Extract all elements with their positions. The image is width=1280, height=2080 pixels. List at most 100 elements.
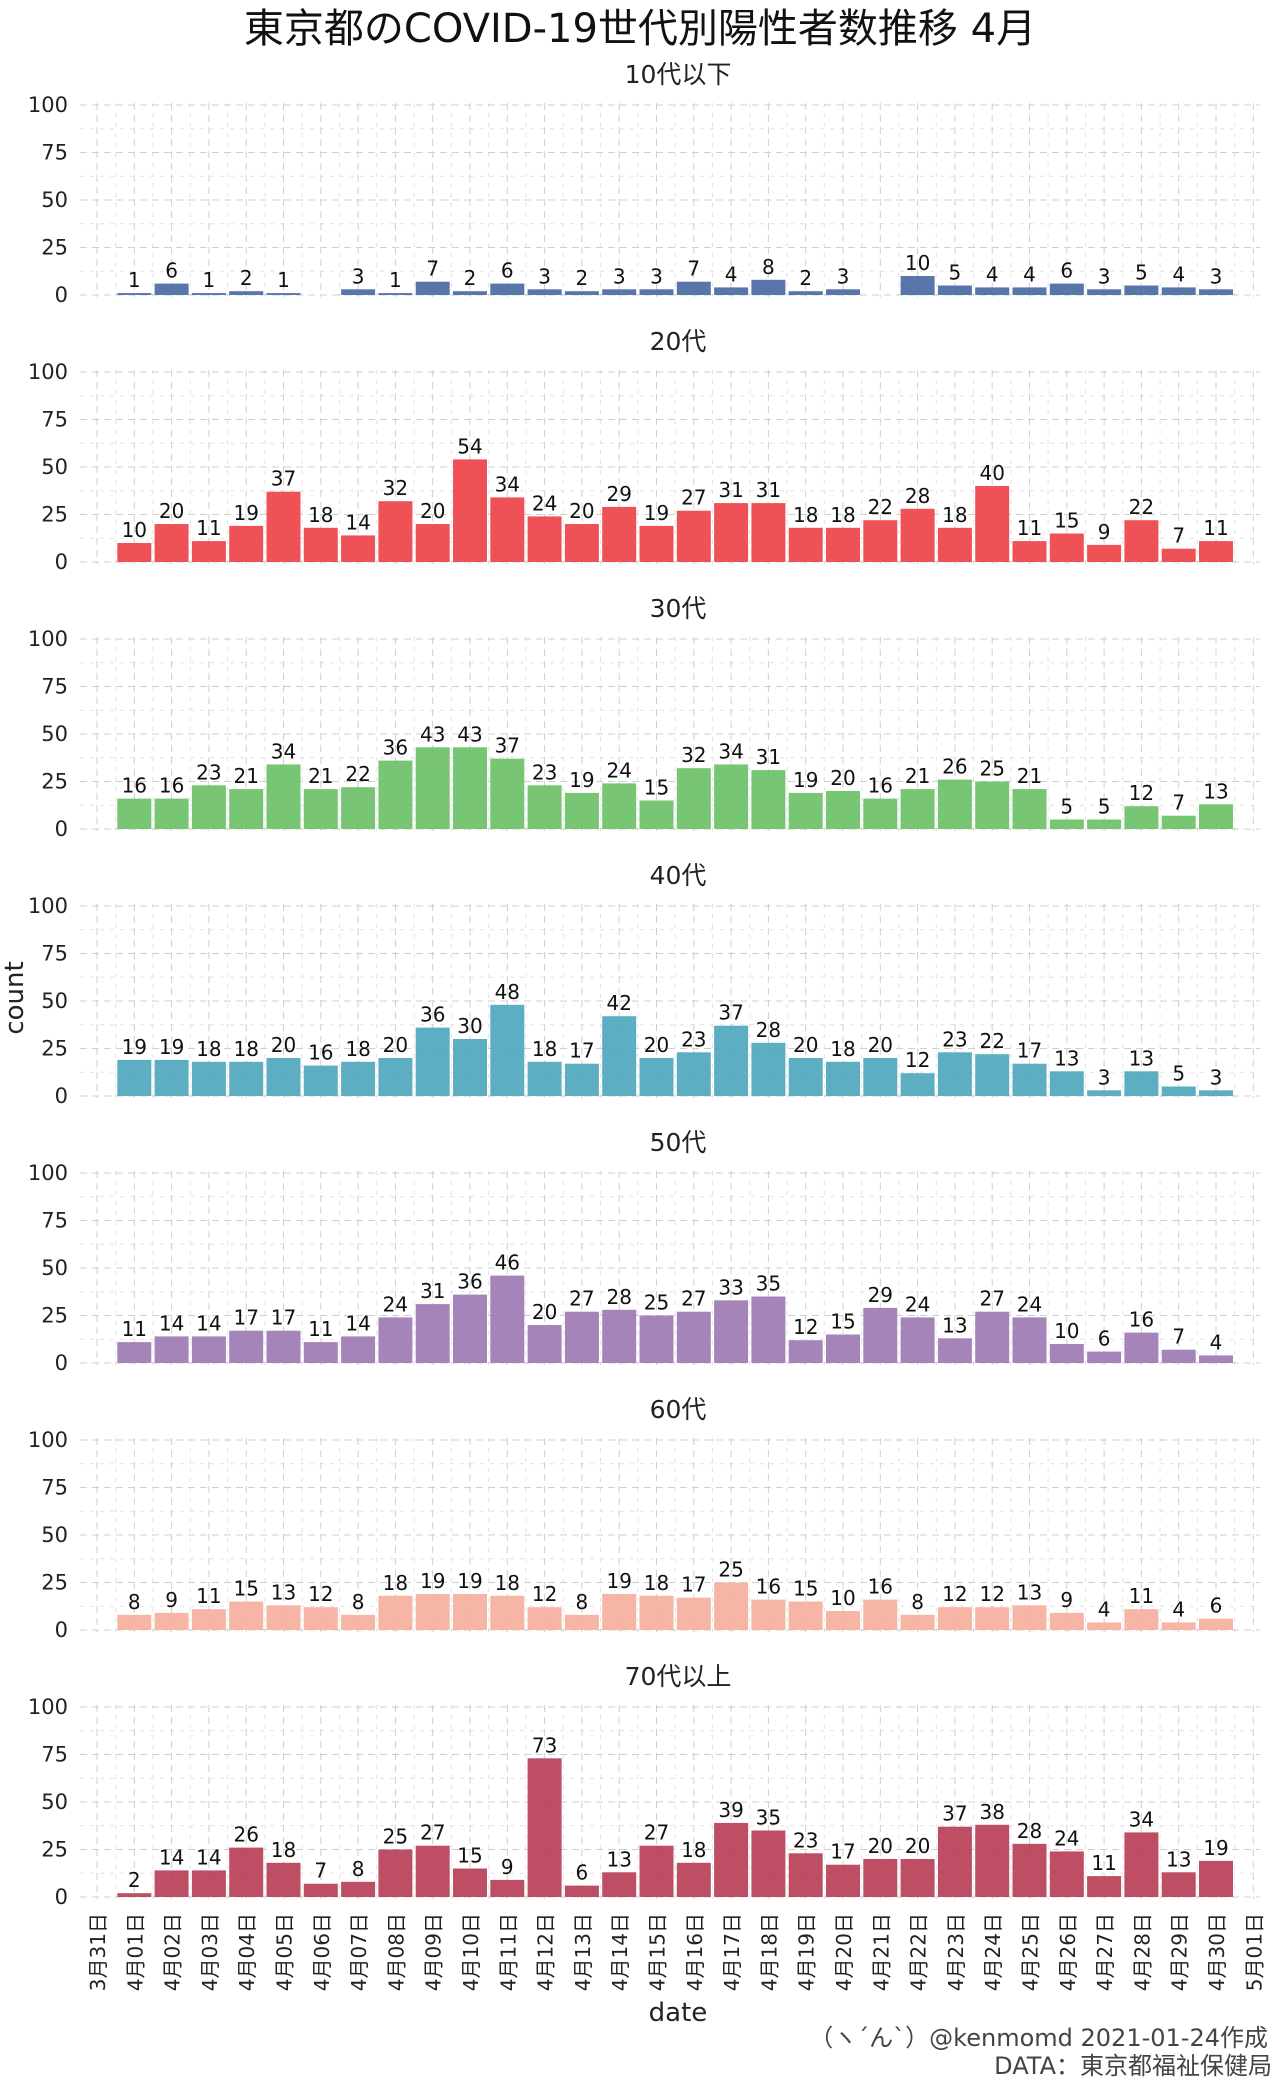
bar-value-label: 25 xyxy=(718,1558,743,1582)
y-tick-label: 50 xyxy=(41,1523,68,1547)
bar-value-label: 18 xyxy=(532,1037,557,1061)
bar-value-label: 18 xyxy=(942,503,967,527)
bar-value-label: 10 xyxy=(1054,1319,1079,1343)
panel-title: 50代 xyxy=(650,1128,707,1157)
bar-value-label: 20 xyxy=(271,1033,296,1057)
bar xyxy=(1161,1086,1196,1096)
bar xyxy=(191,541,226,562)
bar xyxy=(266,1330,301,1363)
bar xyxy=(1199,1860,1233,1897)
x-tick-label: 4月17日 xyxy=(720,1913,744,1991)
y-tick-label: 100 xyxy=(28,360,68,384)
y-tick-label: 50 xyxy=(41,989,68,1013)
bar xyxy=(341,787,376,829)
bar-value-label: 5 xyxy=(949,261,962,285)
bar-value-label: 4 xyxy=(1023,262,1036,286)
bar xyxy=(341,289,376,295)
bar xyxy=(863,1307,898,1363)
x-axis-label: date xyxy=(649,1998,708,2028)
bar xyxy=(1161,287,1196,295)
y-tick-label: 75 xyxy=(41,942,68,966)
caption-source: DATA：東京都福祉保健局 xyxy=(994,2052,1272,2080)
x-tick-label: 4月29日 xyxy=(1168,1913,1192,1991)
y-tick-label: 0 xyxy=(55,1618,68,1642)
x-tick-label: 4月23日 xyxy=(944,1913,968,1991)
bar-value-label: 54 xyxy=(457,434,482,458)
bar xyxy=(714,1300,749,1363)
bar-value-label: 12 xyxy=(793,1315,818,1339)
bar xyxy=(378,1317,413,1363)
bar-value-label: 17 xyxy=(830,1840,855,1864)
bar xyxy=(1124,285,1159,295)
bar xyxy=(639,1845,674,1897)
x-tick-label: 4月10日 xyxy=(459,1913,483,1991)
bar xyxy=(378,760,413,829)
bar xyxy=(1087,289,1122,295)
bar-value-label: 36 xyxy=(457,1270,482,1294)
bar-value-label: 4 xyxy=(1210,1330,1223,1354)
bar xyxy=(341,1614,376,1630)
bar-value-label: 27 xyxy=(420,1821,445,1845)
bar xyxy=(937,285,972,295)
bar-value-label: 46 xyxy=(495,1251,520,1275)
bar xyxy=(1087,1090,1122,1096)
bar xyxy=(714,764,749,829)
bar-value-label: 10 xyxy=(122,518,147,542)
bar-value-label: 19 xyxy=(457,1569,482,1593)
bar-value-label: 19 xyxy=(159,1035,184,1059)
bar-value-label: 27 xyxy=(681,1287,706,1311)
bar xyxy=(975,1607,1010,1630)
bar-value-label: 27 xyxy=(569,1287,594,1311)
bar-value-label: 3 xyxy=(538,264,551,288)
bar xyxy=(1012,1063,1047,1096)
bar-value-label: 10 xyxy=(830,1586,855,1610)
y-tick-label: 50 xyxy=(41,1256,68,1280)
bar-value-label: 11 xyxy=(1017,516,1042,540)
bar xyxy=(788,792,823,829)
bar-value-label: 15 xyxy=(830,1310,855,1334)
bar-value-label: 16 xyxy=(868,774,893,798)
bar xyxy=(341,535,376,562)
bar-value-label: 48 xyxy=(495,980,520,1004)
panel-title: 30代 xyxy=(650,594,707,623)
bar xyxy=(527,289,562,295)
bar xyxy=(602,289,637,295)
bar-value-label: 5 xyxy=(1172,1062,1185,1086)
panel-title: 10代以下 xyxy=(625,60,732,89)
bar xyxy=(266,1862,301,1897)
bar-value-label: 13 xyxy=(1203,779,1228,803)
bar xyxy=(1124,520,1159,562)
bar-value-label: 20 xyxy=(868,1834,893,1858)
bar-value-label: 15 xyxy=(233,1577,258,1601)
bar xyxy=(1012,541,1047,562)
bar-value-label: 28 xyxy=(756,1018,781,1042)
x-tick-label: 4月20日 xyxy=(832,1913,856,1991)
bar-value-label: 17 xyxy=(233,1306,258,1330)
bar xyxy=(564,1614,599,1630)
bar-value-label: 14 xyxy=(345,1311,370,1335)
bar-value-label: 19 xyxy=(606,1569,631,1593)
bar xyxy=(341,1336,376,1363)
x-tick-label: 4月25日 xyxy=(1019,1913,1043,1991)
bar-value-label: 3 xyxy=(1098,1065,1111,1089)
y-tick-label: 25 xyxy=(41,1037,68,1061)
bar xyxy=(975,781,1010,829)
bar xyxy=(751,1296,786,1363)
bar-value-label: 20 xyxy=(159,499,184,523)
bar-value-label: 2 xyxy=(464,266,477,290)
bar-value-label: 4 xyxy=(1172,262,1185,286)
bar xyxy=(826,1061,860,1096)
bar xyxy=(1199,289,1233,295)
bar-value-label: 18 xyxy=(345,1037,370,1061)
bar-value-label: 11 xyxy=(196,1584,221,1608)
bar-value-label: 17 xyxy=(681,1573,706,1597)
bar xyxy=(1012,1605,1047,1630)
bar xyxy=(154,798,189,829)
bar-value-label: 9 xyxy=(165,1588,178,1612)
panel-title: 60代 xyxy=(650,1395,707,1424)
bar-value-label: 24 xyxy=(905,1292,930,1316)
bar xyxy=(751,503,786,562)
bar xyxy=(900,1073,935,1096)
